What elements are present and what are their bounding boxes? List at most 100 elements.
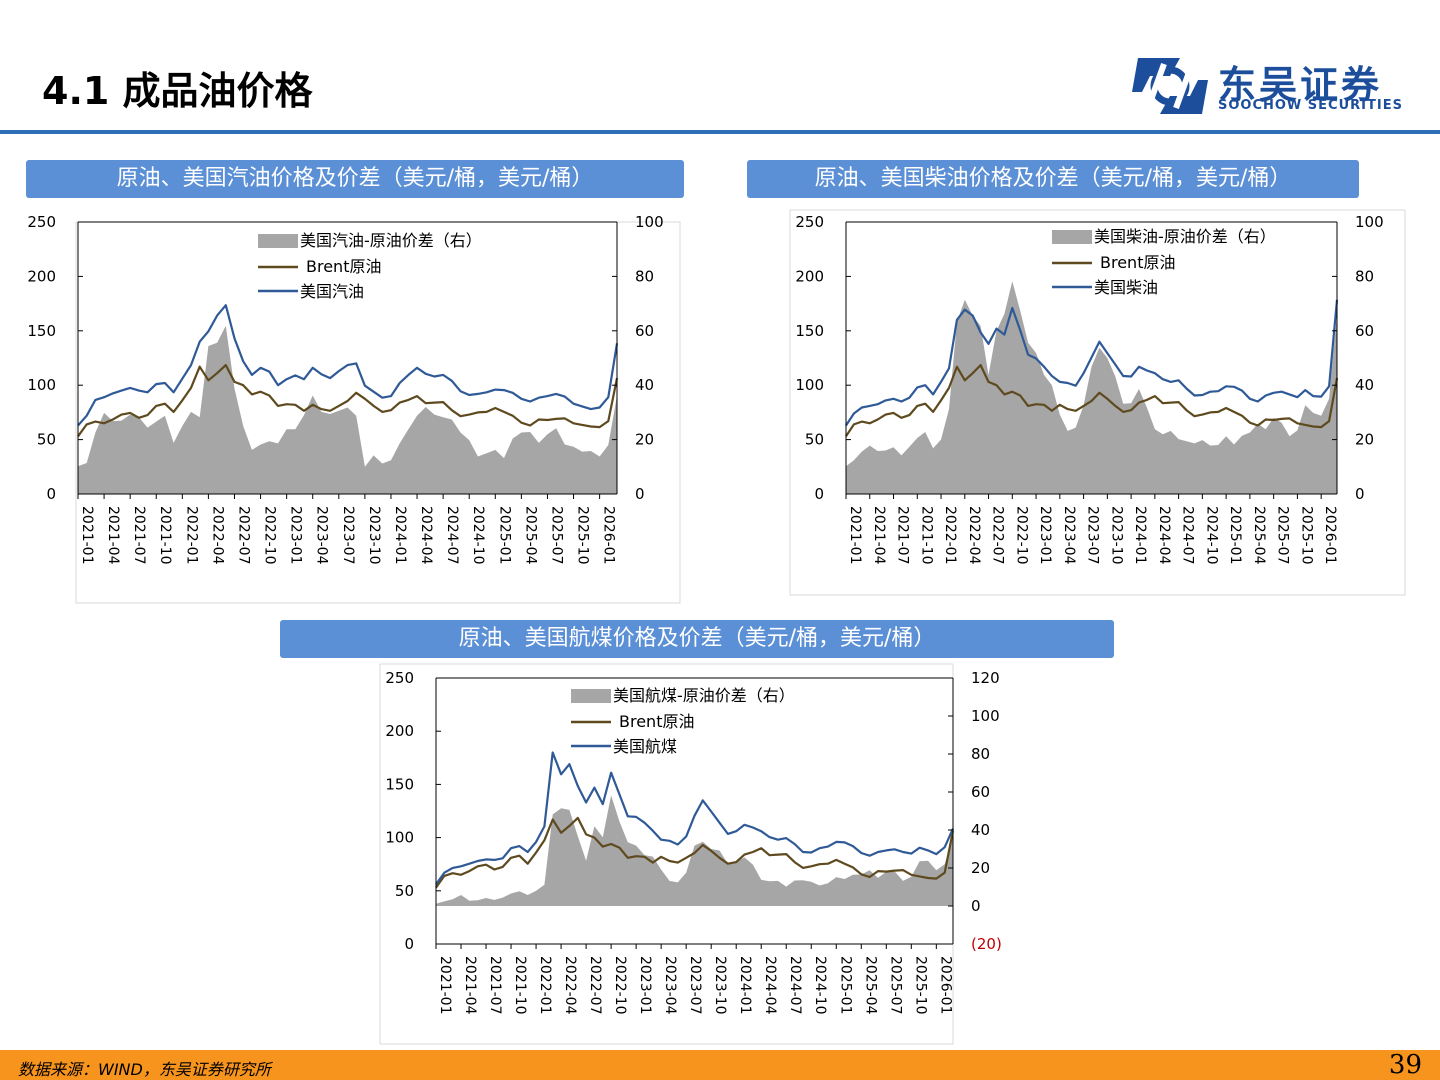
x-tick-label: 2024-04 [1156, 506, 1172, 565]
x-tick-label: 2022-10 [612, 956, 628, 1015]
y-left-tick-label: 100 [795, 376, 824, 394]
x-tick-label: 2025-01 [496, 506, 512, 565]
x-tick-label: 2025-04 [522, 506, 538, 565]
x-tick-label: 2024-07 [444, 506, 460, 565]
x-tick-label: 2025-07 [887, 956, 903, 1015]
y-left-tick-label: 100 [385, 829, 414, 847]
x-tick-label: 2022-04 [562, 956, 578, 1015]
chart-gasoline: 0 50 100 150 200 250 0 20 40 60 80 100 2021-01 2021-0… [27, 213, 681, 604]
legend-label-spread: 美国汽油-原油价差（右） [300, 231, 482, 250]
series-product-line [77, 304, 619, 427]
y-right-tick-label: 60 [1355, 322, 1374, 340]
x-tick-label: 2022-07 [587, 956, 603, 1015]
x-tick-label: 2025-01 [837, 956, 853, 1015]
x-tick-label: 2021-04 [462, 956, 478, 1015]
y-left-tick-label: 250 [795, 213, 824, 231]
y-left-tick-label: 150 [795, 322, 824, 340]
y-right-tick-label: 0 [1355, 485, 1365, 503]
x-tick-label: 2023-04 [662, 956, 678, 1015]
series-product-line [845, 299, 1339, 427]
x-tick-label: 2025-10 [575, 506, 591, 565]
y-right-tick-label: 20 [971, 859, 990, 877]
legend-swatch-spread [1052, 230, 1092, 244]
x-tick-label: 2023-10 [712, 956, 728, 1015]
x-tick-label: 2024-07 [1180, 506, 1196, 565]
x-tick-label: 2023-07 [687, 956, 703, 1015]
x-tick-label: 2025-04 [862, 956, 878, 1015]
x-tick-label: 2022-01 [537, 956, 553, 1015]
legend-label-spread: 美国航煤-原油价差（右） [613, 686, 795, 705]
footer-source: 数据来源：WIND，东吴证券研究所 [18, 1060, 271, 1079]
x-tick-label: 2022-01 [942, 506, 958, 565]
y-right-tick-label: 40 [971, 821, 990, 839]
x-tick-label: 2023-07 [1085, 506, 1101, 565]
y-left-tick-label: 0 [404, 935, 414, 953]
x-tick-label: 2026-01 [601, 506, 617, 565]
page-number: 39 [1388, 1050, 1422, 1080]
legend-label-product: 美国柴油 [1094, 278, 1158, 297]
x-tick-label: 2024-01 [392, 506, 408, 565]
y-right-tick-label: 100 [971, 707, 1000, 725]
x-tick-label: 2025-07 [1275, 506, 1291, 565]
x-tick-label: 2021-07 [131, 506, 147, 565]
y-right-tick-label: 80 [1355, 267, 1374, 285]
x-tick-label: 2023-10 [366, 506, 382, 565]
x-tick-label: 2021-01 [437, 956, 453, 1015]
x-tick-label: 2022-07 [990, 506, 1006, 565]
logo-english-name: SOOCHOW SECURITIES [1218, 98, 1403, 113]
x-tick-label: 2022-04 [966, 506, 982, 565]
legend-label-brent: Brent原油 [619, 712, 694, 731]
x-tick-label: 2024-04 [418, 506, 434, 565]
x-tick-label: 2023-10 [1108, 506, 1124, 565]
legend-label-spread: 美国柴油-原油价差（右） [1094, 227, 1276, 246]
y-left-tick-label: 200 [795, 267, 824, 285]
legend-label-brent: Brent原油 [306, 257, 381, 276]
x-tick-label: 2021-04 [871, 506, 887, 565]
y-left-tick-label: 0 [46, 485, 56, 503]
series-brent-line [77, 364, 619, 437]
soochow-logo-mark-icon [1132, 58, 1208, 114]
x-tick-label: 2023-04 [314, 506, 330, 565]
y-left-tick-label: 150 [385, 775, 414, 793]
chart-title-diesel: 原油、美国柴油价格及价差（美元/桶，美元/桶） [747, 160, 1359, 198]
y-left-tick-label: 250 [27, 213, 56, 231]
x-tick-label: 2022-04 [209, 506, 225, 565]
chart-frame [789, 209, 1406, 596]
y-left-tick-label: 200 [27, 267, 56, 285]
y-right-tick-label: 60 [971, 783, 990, 801]
legend-label-product: 美国航煤 [613, 737, 677, 756]
x-tick-label: 2022-10 [1013, 506, 1029, 565]
x-tick-label: 2021-01 [79, 506, 95, 565]
x-tick-label: 2021-10 [918, 506, 934, 565]
x-tick-label: 2023-07 [340, 506, 356, 565]
y-right-tick-label: 80 [971, 745, 990, 763]
series-spread-area [436, 795, 953, 906]
x-tick-label: 2021-07 [895, 506, 911, 565]
y-right-tick-label: 0 [971, 897, 981, 915]
y-right-tick-label: 80 [635, 267, 654, 285]
series-spread-area [78, 325, 617, 494]
y-right-tick-label: 100 [635, 213, 664, 231]
y-left-tick-label: 250 [385, 669, 414, 687]
chart-diesel: 0 50 100 150 200 250 0 20 40 60 80 100 2021-01 2021-0… [789, 209, 1406, 596]
x-tick-label: 2025-04 [1251, 506, 1267, 565]
x-tick-label: 2021-10 [157, 506, 173, 565]
y-right-tick-label: 20 [635, 431, 654, 449]
header-rule [0, 130, 1440, 134]
x-tick-label: 2025-10 [912, 956, 928, 1015]
page-title: 4.1 成品油价格 [42, 69, 313, 113]
x-tick-label: 2024-04 [762, 956, 778, 1015]
chart-title-gasoline: 原油、美国汽油价格及价差（美元/桶，美元/桶） [26, 160, 684, 198]
x-tick-label: 2026-01 [937, 956, 953, 1015]
x-tick-label: 2024-01 [737, 956, 753, 1015]
series-spread-area [846, 281, 1337, 494]
x-tick-label: 2022-10 [262, 506, 278, 565]
x-tick-label: 2023-01 [1037, 506, 1053, 565]
y-right-tick-label: 40 [1355, 376, 1374, 394]
legend-label-brent: Brent原油 [1100, 253, 1175, 272]
series-brent-line [435, 816, 955, 889]
x-tick-label: 2021-07 [487, 956, 503, 1015]
x-tick-label: 2021-04 [105, 506, 121, 565]
x-tick-label: 2024-10 [470, 506, 486, 565]
y-left-tick-label: 0 [814, 485, 824, 503]
